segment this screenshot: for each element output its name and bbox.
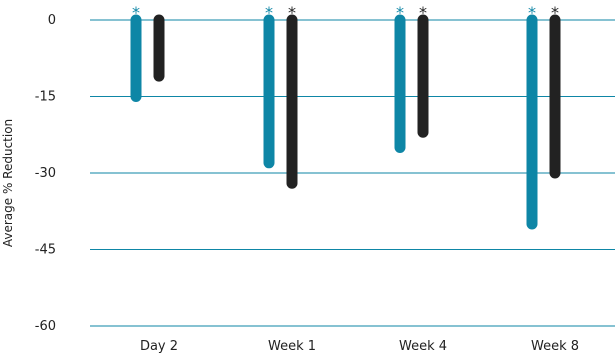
significance-star: *	[551, 3, 559, 22]
significance-star: *	[288, 3, 296, 22]
y-axis-ticks: 0 -15 -30 -45 -60	[35, 13, 56, 334]
significance-star: *	[265, 3, 273, 22]
significance-star: *	[396, 3, 404, 22]
x-axis-ticks: Day 2 Week 1 Week 4 Week 8	[140, 339, 579, 354]
y-tick-label: -15	[35, 90, 56, 105]
bars	[130, 14, 561, 230]
significance-markers: * * * * * * *	[132, 3, 559, 22]
x-tick-label: Week 1	[268, 339, 316, 354]
y-tick-label: 0	[48, 13, 56, 28]
x-tick-label: Day 2	[140, 339, 178, 354]
significance-star: *	[132, 3, 140, 22]
y-tick-label: -60	[35, 319, 56, 334]
significance-star: *	[419, 3, 427, 22]
x-tick-label: Week 8	[531, 339, 579, 354]
significance-star: *	[528, 3, 536, 22]
y-tick-label: -45	[35, 243, 56, 258]
y-axis-label: Average % Reduction	[1, 119, 15, 247]
x-tick-label: Week 4	[399, 339, 447, 354]
y-tick-label: -30	[35, 166, 56, 181]
